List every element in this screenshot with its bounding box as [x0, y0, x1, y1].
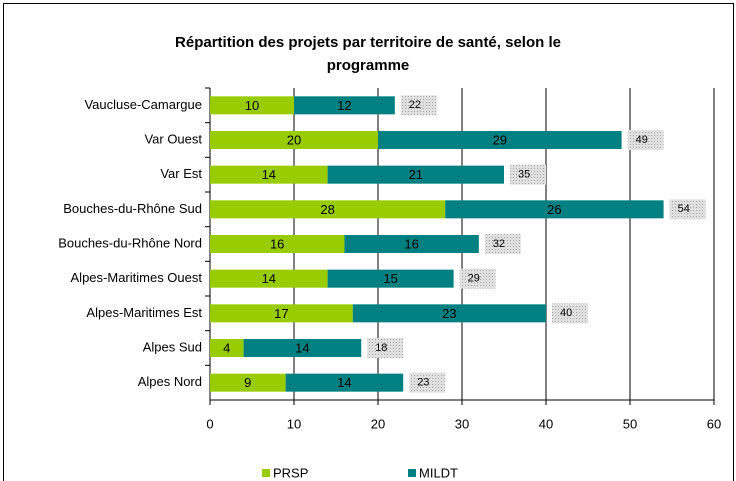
- value-label: 20: [287, 132, 301, 147]
- total-label: 40: [560, 307, 572, 319]
- value-label: 16: [404, 236, 418, 251]
- value-label: 10: [245, 98, 259, 113]
- x-tick-label: 50: [623, 416, 637, 431]
- value-label: 14: [262, 271, 276, 286]
- total-label: 22: [409, 99, 421, 111]
- legend-label: PRSP: [273, 465, 308, 480]
- value-label: 29: [493, 132, 507, 147]
- total-box: [669, 199, 706, 220]
- x-tick-label: 60: [707, 416, 721, 431]
- chart-title: Répartition des projets par territoire d…: [175, 34, 561, 74]
- total-box: [409, 372, 446, 393]
- total-box: [484, 234, 521, 254]
- value-label: 26: [547, 202, 561, 217]
- value-label: 14: [337, 375, 351, 390]
- y-tick-label: Vaucluse-Camargue: [84, 97, 202, 112]
- x-tick-label: 30: [455, 416, 469, 431]
- x-tick-label: 20: [371, 416, 385, 431]
- total-label: 18: [375, 342, 387, 354]
- value-label: 9: [244, 375, 251, 390]
- total-label: 32: [493, 238, 505, 250]
- total-label: 54: [678, 203, 690, 215]
- y-tick-label: Bouches-du-Rhône Nord: [58, 235, 202, 250]
- value-label: 4: [223, 340, 230, 355]
- bar-segment: [352, 304, 546, 323]
- bar-segment: [344, 235, 479, 253]
- total-box: [510, 164, 546, 185]
- bar-segment: [243, 339, 362, 357]
- bar-segment: [210, 235, 345, 253]
- value-label: 16: [270, 236, 284, 251]
- value-label: 15: [383, 271, 397, 286]
- total-label: 49: [636, 134, 648, 146]
- total-box: [459, 268, 496, 289]
- y-tick-label: Bouches-du-Rhône Sud: [63, 201, 202, 216]
- bar-segment: [210, 339, 244, 357]
- bar-segment: [445, 200, 664, 219]
- x-tick-label: 10: [287, 416, 301, 431]
- value-label: 14: [262, 167, 276, 182]
- bar-segment: [210, 304, 353, 323]
- value-label: 28: [320, 202, 334, 217]
- total-box: [627, 130, 664, 150]
- bar-segment: [210, 269, 328, 288]
- bar-segment: [378, 131, 622, 149]
- frame: [3, 3, 734, 481]
- total-box: [367, 338, 404, 358]
- x-tick-label: 40: [539, 416, 553, 431]
- legend-label: MILDT: [419, 465, 458, 480]
- value-label: 14: [295, 340, 309, 355]
- total-box: [552, 303, 588, 324]
- bar-segment: [210, 165, 328, 184]
- y-tick-label: Alpes-Maritimes Ouest: [71, 270, 203, 285]
- bar-segment: [210, 131, 378, 149]
- x-tick-label: 0: [206, 416, 213, 431]
- total-box: [400, 95, 437, 116]
- y-tick-label: Alpes Sud: [143, 339, 202, 354]
- bar-segment: [294, 96, 395, 115]
- legend-swatch: [262, 469, 270, 477]
- y-tick-label: Alpes-Maritimes Est: [86, 305, 202, 320]
- total-label: 29: [468, 273, 480, 285]
- total-label: 23: [417, 377, 429, 389]
- bar-segment: [327, 165, 504, 184]
- total-label: 35: [518, 169, 530, 181]
- value-label: 23: [442, 306, 456, 321]
- bar-segment: [210, 373, 286, 392]
- bar-segment: [210, 200, 446, 219]
- y-tick-label: Var Ouest: [144, 131, 202, 146]
- value-label: 17: [274, 306, 288, 321]
- y-tick-label: Alpes Nord: [138, 374, 202, 389]
- y-tick-label: Var Est: [160, 166, 202, 181]
- bar-segment: [327, 269, 454, 288]
- legend-swatch: [408, 469, 416, 477]
- bar-segment: [210, 96, 294, 115]
- bar-segment: [285, 373, 404, 392]
- value-label: 12: [337, 98, 351, 113]
- value-label: 21: [409, 167, 423, 182]
